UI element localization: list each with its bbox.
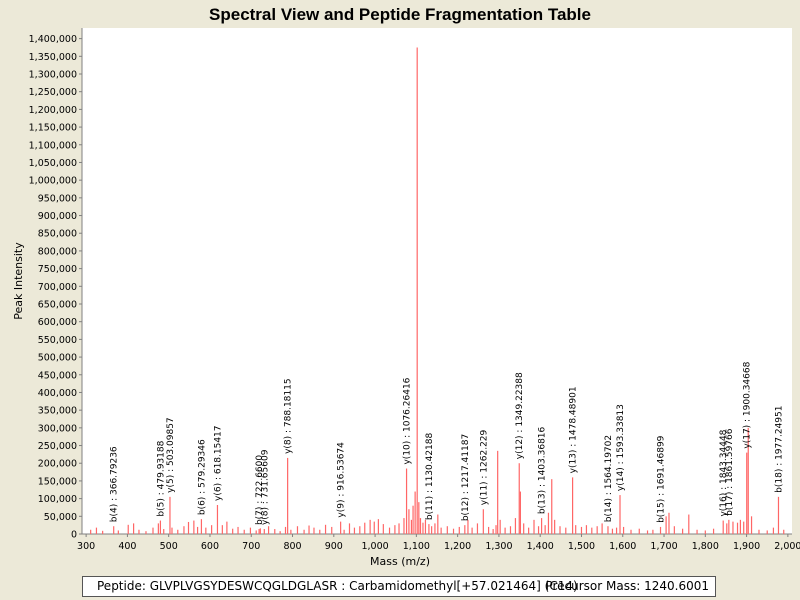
y-tick-label: 1,250,000	[29, 87, 77, 98]
y-tick-label: 50,000	[44, 512, 77, 523]
peak-annotation: y(5) : 503.09857	[166, 417, 176, 493]
y-tick-label: 1,050,000	[29, 158, 77, 169]
y-tick-label: 250,000	[38, 441, 77, 452]
y-tick-label: 800,000	[38, 246, 77, 257]
x-tick-label: 600	[201, 541, 219, 552]
peak-annotation: y(9) : 916.53674	[337, 442, 347, 518]
peak-annotation: b(14) : 1564.19702	[604, 435, 614, 522]
y-tick-label: 1,350,000	[29, 52, 77, 63]
peak-annotation: b(7) : 722.6600	[255, 455, 265, 525]
peak-annotations: b(4) : 366.79236 b(5) : 479.93188 y(5) : 5…	[110, 361, 785, 525]
x-tick-label: 1,100	[403, 541, 430, 552]
y-tick-label: 450,000	[38, 370, 77, 381]
x-tick-label: 1,800	[692, 541, 719, 552]
y-axis: 0 50,000 100,000 150,000 200,000 250,000 300,0…	[29, 28, 83, 541]
y-tick-label: 700,000	[38, 282, 77, 293]
x-tick-label: 900	[325, 541, 343, 552]
x-tick-label: 1,200	[444, 541, 471, 552]
y-tick-label: 1,300,000	[29, 70, 77, 81]
precursor-mass: Precursor Mass: 1240.6001	[545, 579, 709, 593]
peak-annotation: b(12) : 1217.41187	[461, 434, 471, 521]
x-axis: 300 400 500 600 700 800 900 1,000 1,100 1,200 1,30…	[77, 533, 800, 552]
y-axis-label: Peak Intensity	[12, 242, 25, 320]
peak-annotation: y(12) : 1349.22388	[515, 372, 525, 459]
x-tick-label: 700	[242, 541, 260, 552]
y-tick-label: 650,000	[38, 300, 77, 311]
x-tick-label: 500	[160, 541, 178, 552]
y-tick-label: 1,100,000	[29, 140, 77, 151]
x-tick-label: 300	[77, 541, 95, 552]
peak-annotation: y(16) : 1843.34448	[719, 429, 729, 516]
x-tick-label: 1,700	[650, 541, 677, 552]
peak-annotation: y(8) : 731.65609	[260, 449, 270, 525]
peak-annotation: y(6) : 618.15417	[213, 425, 223, 501]
peaks	[90, 47, 785, 534]
peak-annotation: y(11) : 1262.229	[479, 429, 489, 505]
x-tick-label: 400	[118, 541, 136, 552]
peak-annotation: b(11) : 1130.42188	[425, 432, 435, 520]
y-tick-label: 300,000	[38, 423, 77, 434]
x-tick-label: 800	[283, 541, 301, 552]
y-tick-label: 850,000	[38, 229, 77, 240]
y-tick-label: 200,000	[38, 459, 77, 470]
x-tick-label: 1,600	[609, 541, 636, 552]
peak-annotation: b(4) : 366.79236	[110, 446, 120, 522]
peak-annotation: b(17) : 1861.59766	[725, 428, 735, 516]
peak-annotation: b(6) : 579.29346	[197, 439, 207, 515]
y-tick-label: 1,200,000	[29, 105, 77, 116]
x-tick-label: 1,000	[361, 541, 388, 552]
peak-annotation: b(18) : 1977.24951	[774, 406, 784, 493]
chart-title: Spectral View and Peptide Fragmentation …	[209, 5, 591, 24]
x-tick-label: 1,500	[568, 541, 595, 552]
y-tick-label: 1,150,000	[29, 123, 77, 134]
peak-annotation: b(5) : 479.93188	[156, 440, 166, 516]
y-tick-label: 400,000	[38, 388, 77, 399]
peak-annotation: b(13) : 1403.36816	[538, 426, 548, 514]
peak-annotation: y(8) : 788.18115	[284, 378, 294, 454]
peptide-info-box: Peptide: GLVPLVGSYDESWCQGLDGLASR : Carba…	[82, 576, 716, 597]
x-axis-label: Mass (m/z)	[370, 555, 430, 568]
y-tick-label: 900,000	[38, 211, 77, 222]
y-tick-label: 100,000	[38, 494, 77, 505]
x-tick-label: 2,000	[774, 541, 800, 552]
y-tick-label: 350,000	[38, 406, 77, 417]
x-tick-label: 1,300	[485, 541, 512, 552]
peak-annotation: y(14) : 1593.33813	[616, 404, 626, 491]
peptide-sequence: Peptide: GLVPLVGSYDESWCQGLDGLASR : Carba…	[97, 579, 578, 593]
peak-annotation: y(13) : 1478.48901	[569, 386, 579, 473]
y-tick-label: 950,000	[38, 193, 77, 204]
y-tick-label: 600,000	[38, 317, 77, 328]
peak-annotation: b(15) : 1691.46899	[657, 435, 667, 523]
peak-annotation: y(17) : 1900.34668	[743, 361, 753, 448]
y-tick-label: 150,000	[38, 476, 77, 487]
x-tick-label: 1,900	[733, 541, 760, 552]
plot-area	[82, 28, 792, 534]
y-tick-label: 500,000	[38, 353, 77, 364]
y-tick-label: 1,000,000	[29, 176, 77, 187]
y-tick-label: 1,400,000	[29, 34, 77, 45]
peak-annotation: y(10) : 1076.26416	[403, 377, 413, 464]
y-tick-label: 550,000	[38, 335, 77, 346]
y-tick-label: 0	[71, 530, 77, 541]
y-tick-label: 750,000	[38, 264, 77, 275]
x-tick-label: 1,400	[527, 541, 554, 552]
